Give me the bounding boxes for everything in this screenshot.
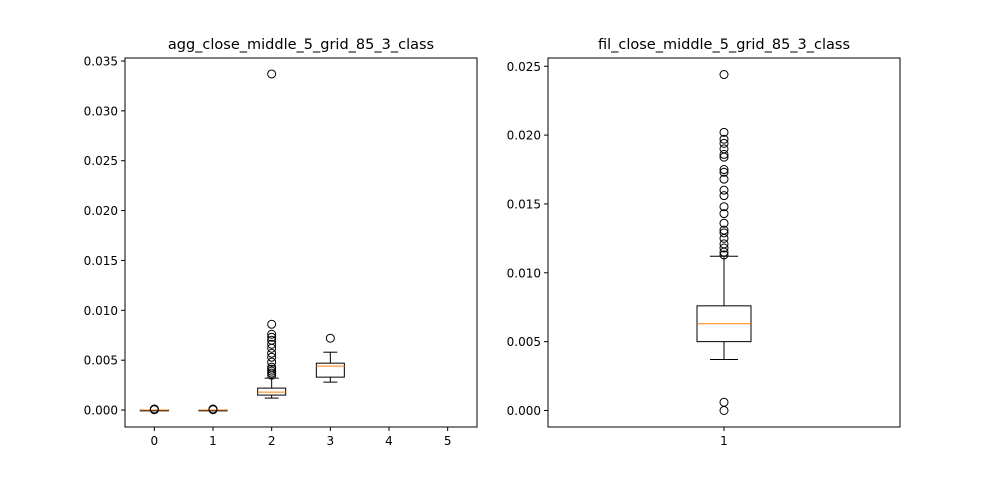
y-tick-label: 0.020 — [507, 129, 541, 143]
x-tick-label: 3 — [327, 434, 335, 448]
outlier-point — [208, 404, 218, 414]
outlier-point — [149, 404, 159, 414]
outlier-point — [719, 209, 729, 219]
outlier-point — [719, 167, 729, 177]
outlier-point — [719, 228, 729, 238]
outlier-point — [267, 69, 277, 79]
outlier-point — [267, 329, 277, 339]
axes-frame-fil — [547, 57, 901, 428]
x-tick-label: 5 — [444, 434, 452, 448]
y-tick-label: 0.005 — [84, 354, 118, 368]
y-tick-label: 0.030 — [84, 104, 118, 118]
axes-frame-agg — [124, 57, 478, 428]
outlier-point — [267, 339, 277, 349]
outlier-point — [267, 362, 277, 372]
y-tick-label: 0.010 — [84, 304, 118, 318]
outlier-point — [719, 397, 729, 407]
outlier-point — [719, 225, 729, 235]
outlier-point — [267, 352, 277, 362]
y-tick-label: 0.025 — [507, 60, 541, 74]
outlier-point — [267, 332, 277, 342]
x-tick-label: 4 — [385, 434, 393, 448]
outlier-point — [267, 335, 277, 345]
outlier-point — [719, 202, 729, 212]
chart-fil-boxplot: fil_close_middle_5_grid_85_3_class 1 0.00… — [507, 37, 901, 448]
plot-area-fil: 1 0.000 0.005 0.010 0.015 0.020 0.025 — [507, 60, 752, 448]
chart-title-fil: fil_close_middle_5_grid_85_3_class — [598, 37, 850, 53]
outlier-point — [719, 144, 729, 154]
chart-title-agg: agg_close_middle_5_grid_85_3_class — [168, 37, 434, 53]
plot-area-agg: 0 1 2 3 4 5 0.000 0.005 0.010 0.015 0.020 0.025 0.03… — [84, 54, 452, 448]
y-tick-label: 0.035 — [84, 54, 118, 68]
outlier-point — [719, 174, 729, 184]
y-tick-label: 0.000 — [84, 404, 118, 418]
outlier-point — [719, 250, 729, 260]
outlier-point — [267, 357, 277, 367]
outlier-point — [719, 243, 729, 253]
outlier-point — [719, 239, 729, 249]
outlier-point — [719, 218, 729, 228]
y-tick-label: 0.005 — [507, 335, 541, 349]
outlier-point — [719, 138, 729, 148]
chart-agg-boxplot: agg_close_middle_5_grid_85_3_class 0 1 2 3 4… — [84, 37, 478, 448]
outlier-point — [719, 70, 729, 80]
box-iqr — [315, 362, 345, 378]
x-tick-label: 1 — [209, 434, 217, 448]
x-tick-label: 0 — [151, 434, 159, 448]
outlier-point — [719, 149, 729, 159]
outlier-point — [719, 134, 729, 144]
outlier-point — [719, 191, 729, 201]
y-tick-label: 0.015 — [507, 197, 541, 211]
y-tick-label: 0.015 — [84, 254, 118, 268]
outlier-point — [325, 333, 335, 343]
outlier-point — [719, 185, 729, 195]
outlier-point — [719, 127, 729, 137]
x-tick-label: 1 — [720, 434, 728, 448]
x-tick-label: 2 — [268, 434, 276, 448]
outlier-point — [267, 319, 277, 329]
y-tick-label: 0.010 — [507, 266, 541, 280]
outlier-point — [267, 348, 277, 358]
y-tick-label: 0.000 — [507, 404, 541, 418]
outlier-point — [719, 165, 729, 175]
y-tick-label: 0.020 — [84, 204, 118, 218]
y-tick-label: 0.025 — [84, 154, 118, 168]
